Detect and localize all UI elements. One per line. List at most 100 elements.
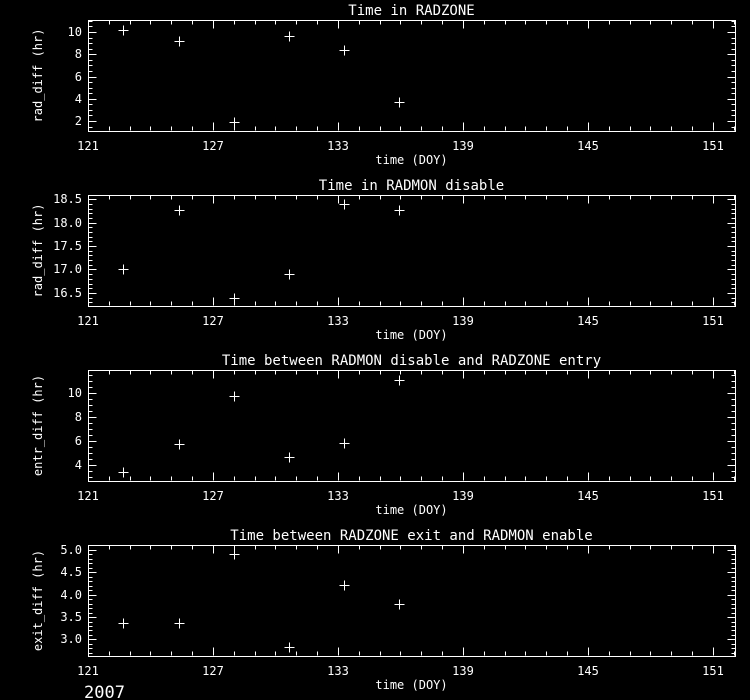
x-tick-label: 127 <box>202 139 224 153</box>
y-tick-label: 17.5 <box>53 239 82 253</box>
data-points <box>118 375 405 478</box>
x-axis-label: time (DOY) <box>375 328 447 342</box>
x-tick-label: 145 <box>577 489 599 503</box>
x-tick-label: 145 <box>577 664 599 678</box>
x-tick-label: 133 <box>327 314 349 328</box>
x-tick-label: 145 <box>577 314 599 328</box>
y-tick-label: 4 <box>75 458 82 472</box>
y-tick-label: 18.5 <box>53 192 82 206</box>
labels: 121 127 133 139 145 151 4 6 8 10 Time between RADM… <box>31 353 724 517</box>
y-tick-label: 10 <box>68 386 82 400</box>
data-points <box>118 199 405 304</box>
y-tick-label: 4 <box>75 92 82 106</box>
x-tick-label: 151 <box>702 139 724 153</box>
data-point-marker <box>118 25 129 36</box>
x-tick-label: 151 <box>702 664 724 678</box>
plot-border <box>88 545 736 657</box>
x-tick-label: 139 <box>452 314 474 328</box>
y-tick-label: 5.0 <box>60 543 82 557</box>
y-tick-label: 4.0 <box>60 588 82 602</box>
axes <box>88 195 736 307</box>
axes <box>88 20 736 132</box>
x-tick-label: 121 <box>77 664 99 678</box>
y-axis-label: entr_diff (hr) <box>31 375 45 476</box>
data-point-marker <box>284 269 295 280</box>
x-axis-label: time (DOY) <box>375 153 447 167</box>
data-point-marker <box>339 45 350 56</box>
y-tick-label: 18.0 <box>53 216 82 230</box>
data-point-marker <box>118 264 129 275</box>
data-point-marker <box>118 618 129 629</box>
data-point-marker <box>174 36 185 47</box>
data-point-marker <box>174 205 185 216</box>
y-axis-label: exit_diff (hr) <box>31 550 45 651</box>
x-tick-label: 151 <box>702 314 724 328</box>
year-label: 2007 <box>84 683 125 700</box>
labels: 121 127 133 139 145 151 3.0 3.5 4.0 4.5 5.0 Time be… <box>31 528 724 692</box>
y-tick-label: 16.5 <box>53 286 82 300</box>
data-point-marker <box>339 580 350 591</box>
y-axis-label: rad_diff (hr) <box>31 29 45 123</box>
panel-title: Time between RADZONE exit and RADMON ena… <box>230 528 592 544</box>
y-tick-label: 3.5 <box>60 610 82 624</box>
plot-border <box>88 20 736 132</box>
data-point-marker <box>394 97 405 108</box>
data-point-marker <box>339 199 350 210</box>
axes <box>88 545 736 657</box>
x-axis-label: time (DOY) <box>375 503 447 517</box>
data-point-marker <box>394 205 405 216</box>
panel-radmon-disable-to-radzone-entry: 121 127 133 139 145 151 4 6 8 10 Time between RADM… <box>31 353 736 517</box>
axes <box>88 370 736 482</box>
panel-time-in-radmon-disable: 121 127 133 139 145 151 16.5 17.0 17.5 18.0 18.5 Ti… <box>31 178 736 342</box>
data-point-marker <box>229 293 240 304</box>
y-tick-label: 8 <box>75 47 82 61</box>
data-point-marker <box>284 642 295 653</box>
y-tick-label: 3.0 <box>60 632 82 646</box>
panel-title: Time in RADMON disable <box>319 178 504 194</box>
x-tick-label: 145 <box>577 139 599 153</box>
x-tick-label: 127 <box>202 664 224 678</box>
x-tick-label: 139 <box>452 489 474 503</box>
x-tick-label: 139 <box>452 664 474 678</box>
data-point-marker <box>394 599 405 610</box>
x-tick-label: 151 <box>702 489 724 503</box>
y-tick-label: 4.5 <box>60 565 82 579</box>
x-tick-label: 133 <box>327 664 349 678</box>
x-tick-label: 139 <box>452 139 474 153</box>
data-point-marker <box>174 618 185 629</box>
y-tick-label: 8 <box>75 410 82 424</box>
panel-time-in-radzone: 121 127 133 139 145 151 2 4 6 8 10 Time in RADZONE t… <box>31 3 736 167</box>
plot-border <box>88 370 736 482</box>
labels: 121 127 133 139 145 151 2 4 6 8 10 Time in RADZONE t… <box>31 3 724 167</box>
x-tick-label: 121 <box>77 139 99 153</box>
data-point-marker <box>229 391 240 402</box>
y-tick-label: 6 <box>75 434 82 448</box>
x-tick-label: 121 <box>77 314 99 328</box>
data-point-marker <box>174 439 185 450</box>
data-point-marker <box>284 31 295 42</box>
x-tick-label: 127 <box>202 314 224 328</box>
data-point-marker <box>229 117 240 128</box>
x-tick-label: 127 <box>202 489 224 503</box>
labels: 121 127 133 139 145 151 16.5 17.0 17.5 18.0 18.5 Ti… <box>31 178 724 342</box>
panel-radzone-exit-to-radmon-enable: 121 127 133 139 145 151 3.0 3.5 4.0 4.5 5.0 Time be… <box>31 528 736 692</box>
y-axis-label: rad_diff (hr) <box>31 204 45 298</box>
x-tick-label: 133 <box>327 489 349 503</box>
panel-title: Time between RADMON disable and RADZONE … <box>222 353 601 369</box>
data-point-marker <box>284 452 295 463</box>
data-points <box>118 549 405 653</box>
y-tick-label: 2 <box>75 114 82 128</box>
data-point-marker <box>339 438 350 449</box>
data-point-marker <box>229 549 240 560</box>
data-points <box>118 25 405 128</box>
x-tick-label: 121 <box>77 489 99 503</box>
x-tick-label: 133 <box>327 139 349 153</box>
y-tick-label: 17.0 <box>53 262 82 276</box>
y-tick-label: 10 <box>68 25 82 39</box>
data-point-marker <box>394 375 405 386</box>
data-point-marker <box>118 467 129 478</box>
panel-title: Time in RADZONE <box>348 3 474 19</box>
plot-border <box>88 195 736 307</box>
y-tick-label: 6 <box>75 70 82 84</box>
